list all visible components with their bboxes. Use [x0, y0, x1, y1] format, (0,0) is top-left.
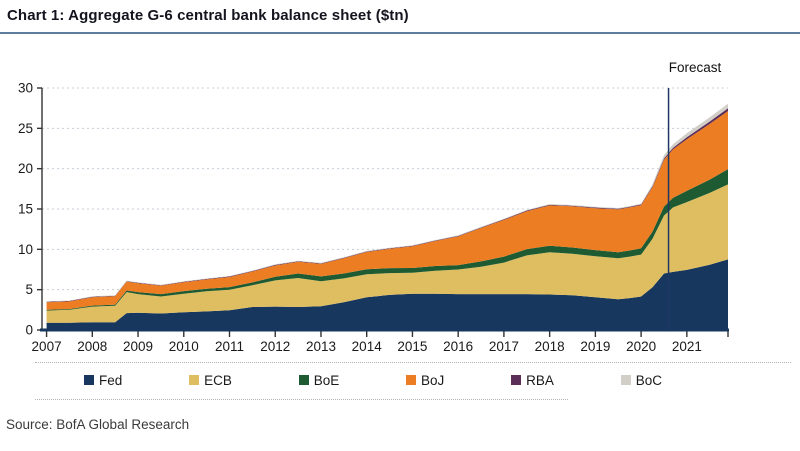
- legend-label-fed: Fed: [99, 372, 123, 388]
- legend-label-rba: RBA: [526, 372, 554, 388]
- y-tick-label-15: 15: [18, 202, 33, 217]
- separator-line-bottom: [35, 399, 568, 400]
- chart-legend: Fed ECB BoE BoJ RBA BoC: [84, 371, 662, 389]
- legend-swatch-boe: [298, 375, 309, 385]
- legend-item-rba: RBA: [511, 373, 554, 388]
- x-tick-label-2007: 2007: [32, 339, 62, 354]
- area-ecb: [46, 184, 729, 323]
- x-tick-label-2009: 2009: [123, 339, 153, 354]
- legend-item-boe: BoE: [298, 372, 340, 388]
- legend-item-fed: Fed: [84, 373, 122, 388]
- separator-line-top: [35, 362, 791, 363]
- x-tick-label-2010: 2010: [169, 339, 199, 354]
- forecast-label: Forecast: [669, 60, 722, 75]
- y-tick-label-5: 5: [25, 282, 33, 297]
- y-tick-label-25: 25: [18, 121, 33, 136]
- x-tick-label-2014: 2014: [352, 339, 383, 354]
- x-tick-label-2012: 2012: [260, 339, 290, 354]
- legend-item-boc: BoC: [620, 372, 662, 388]
- y-tick-label-20: 20: [18, 161, 33, 176]
- x-tick-label-2013: 2013: [306, 339, 336, 354]
- x-tick-label-2016: 2016: [443, 339, 473, 354]
- x-tick-label-2008: 2008: [77, 339, 107, 354]
- title-underline: [0, 32, 800, 34]
- y-tick-label-30: 30: [18, 81, 33, 96]
- legend-label-ecb: ECB: [204, 372, 232, 388]
- legend-item-ecb: ECB: [189, 373, 232, 388]
- legend-swatch-rba: [511, 375, 522, 385]
- legend-swatch-boj: [406, 375, 417, 385]
- legend-swatch-fed: [84, 375, 94, 385]
- x-tick-label-2018: 2018: [535, 339, 565, 354]
- legend-swatch-ecb: [189, 375, 200, 385]
- y-tick-label-0: 0: [25, 323, 33, 338]
- area-fed: [46, 259, 729, 330]
- legend-label-boj: BoJ: [421, 372, 445, 388]
- x-tick-label-2021: 2021: [672, 339, 702, 354]
- x-tick-label-2019: 2019: [580, 339, 610, 354]
- area-boj: [46, 111, 729, 310]
- x-tick-label-2017: 2017: [489, 339, 519, 354]
- legend-swatch-boc: [620, 375, 631, 385]
- chart-title: Chart 1: Aggregate G-6 central bank bala…: [7, 7, 409, 24]
- x-tick-label-2011: 2011: [215, 339, 244, 354]
- source-text: Source: BofA Global Research: [6, 417, 190, 432]
- x-tick-label-2015: 2015: [397, 339, 427, 354]
- legend-item-boj: BoJ: [406, 373, 444, 388]
- legend-label-boc: BoC: [635, 372, 662, 388]
- legend-label-boe: BoE: [313, 372, 340, 388]
- y-tick-label-10: 10: [18, 242, 33, 257]
- x-tick-label-2020: 2020: [626, 339, 656, 354]
